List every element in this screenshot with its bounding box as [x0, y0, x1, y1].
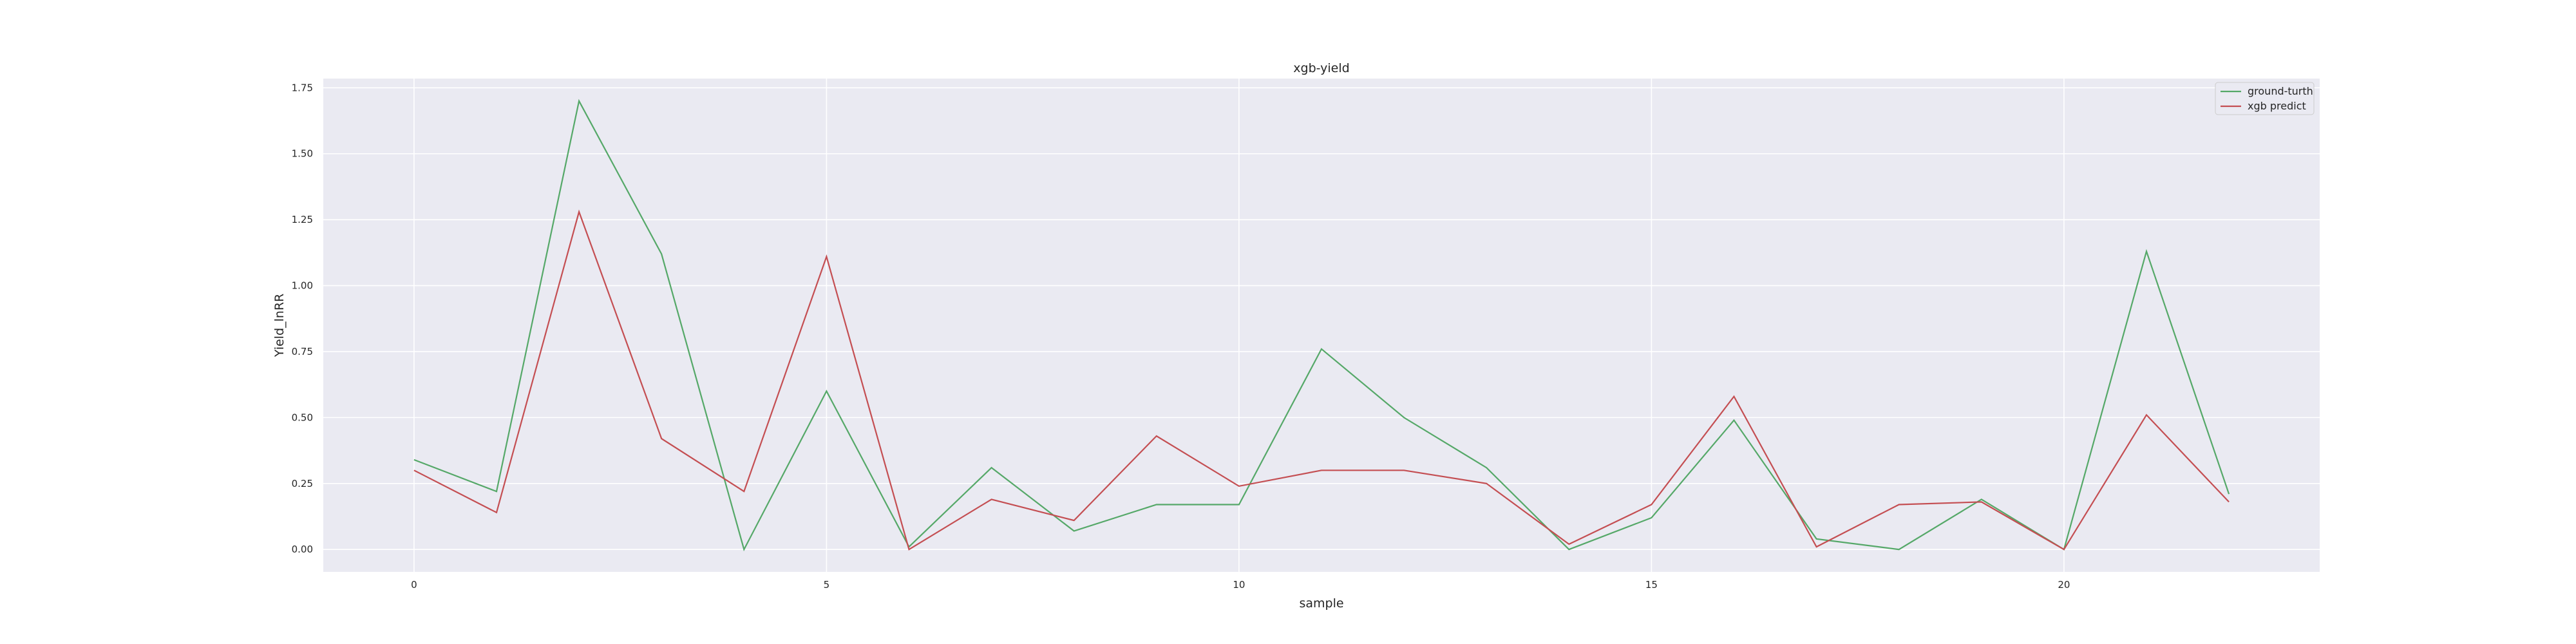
x-tick-label: 10: [1233, 579, 1245, 591]
y-tick-label: 1.75: [292, 82, 313, 93]
x-tick-label: 15: [1645, 579, 1658, 591]
y-axis-title: Yield_lnRR: [272, 294, 287, 357]
legend-items: ground-turth xgb predict: [2221, 85, 2313, 112]
x-tick-label: 0: [411, 579, 417, 591]
series-line-xgb-predict: [413, 209, 2230, 551]
chart-title: xgb-yield: [1293, 61, 1349, 75]
x-tick-label: 5: [824, 579, 830, 591]
legend-label: ground-turth: [2248, 85, 2313, 97]
grid-lines: [323, 79, 2320, 572]
y-tick-label: 0.25: [292, 478, 313, 489]
x-tick-labels: 0 5 10 15 20: [411, 579, 2070, 591]
y-tick-label: 1.50: [292, 148, 313, 160]
y-tick-label: 1.00: [292, 280, 313, 292]
plot-area: [323, 79, 2320, 572]
y-tick-label: 1.25: [292, 214, 313, 225]
legend: ground-turth xgb predict: [2215, 82, 2315, 115]
x-axis-title: sample: [1299, 596, 1343, 611]
y-tick-labels: 0.00 0.25 0.50 0.75 1.00 1.25 1.50 1.75: [292, 82, 313, 555]
series-line-ground-truth: [413, 99, 2230, 552]
series-lines: [413, 99, 2230, 552]
legend-label: xgb predict: [2248, 100, 2306, 112]
y-tick-label: 0.75: [292, 346, 313, 357]
x-tick-label: 20: [2058, 579, 2070, 591]
y-tick-label: 0.00: [292, 544, 313, 555]
y-tick-label: 0.50: [292, 412, 313, 423]
